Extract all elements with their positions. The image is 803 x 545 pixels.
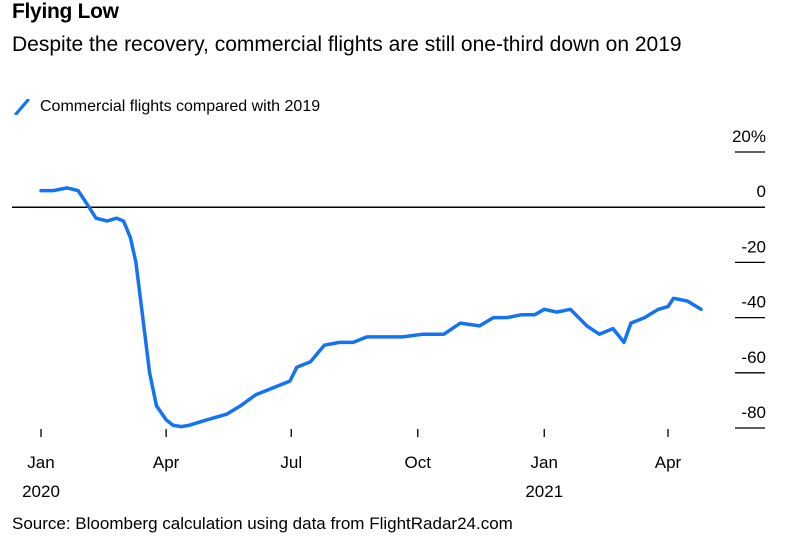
series-line-commercial-flights (39, 186, 703, 429)
x-tick-label: Oct (405, 453, 432, 472)
legend-swatch-icon (14, 99, 30, 115)
x-tick-label: Jan (27, 453, 54, 472)
y-tick-label: -80 (741, 403, 766, 422)
y-tick-label: -60 (741, 348, 766, 367)
y-tick-label: -40 (741, 293, 766, 312)
y-tick-label: -20 (741, 237, 766, 256)
x-tick-year-label: 2020 (22, 482, 60, 501)
x-tick-label: Apr (655, 453, 682, 472)
x-tick-label: Jan (531, 453, 558, 472)
y-tick-label: 0 (757, 182, 766, 201)
chart-title: Flying Low (12, 0, 119, 23)
source-note: Source: Bloomberg calculation using data… (12, 514, 513, 533)
chart-subtitle: Despite the recovery, commercial flights… (12, 33, 682, 56)
legend-label: Commercial flights compared with 2019 (40, 98, 321, 115)
x-tick-label: Apr (153, 453, 180, 472)
y-tick-label: 20% (732, 127, 766, 146)
x-tick-label: Jul (280, 453, 302, 472)
x-tick-year-label: 2021 (525, 482, 563, 501)
legend: Commercial flights compared with 2019 (14, 98, 320, 116)
